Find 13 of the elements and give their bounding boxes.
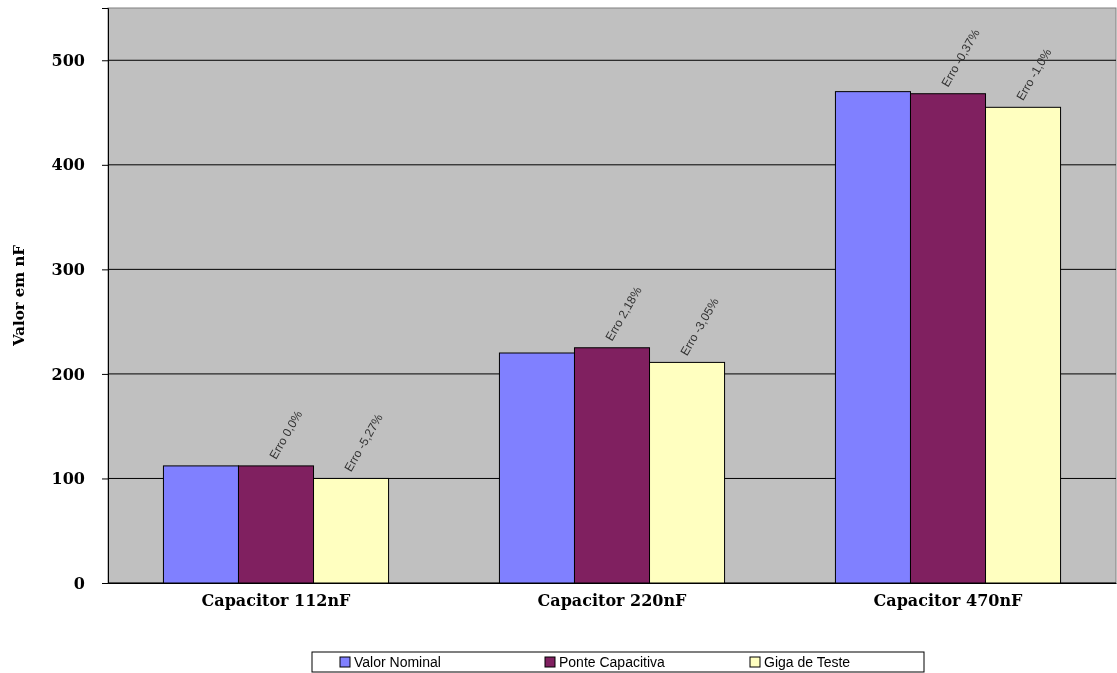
y-tick-label: 100 [51,469,85,489]
y-tick-label: 500 [51,50,85,70]
x-tick-label: Capacitor 220nF [537,591,688,610]
x-tick-label: Capacitor 112nF [201,591,352,610]
legend-label: Giga de Teste [764,654,851,670]
y-tick-label: 300 [51,259,85,279]
legend-label: Ponte Capacitiva [559,654,666,670]
y-axis-title: Valor em nF [10,244,28,348]
x-tick-label: Capacitor 470nF [873,591,1024,610]
y-tick-label: 0 [73,573,85,593]
y-tick-label: 200 [51,364,85,384]
legend-label: Valor Nominal [354,654,441,670]
y-tick-label: 400 [51,155,85,175]
